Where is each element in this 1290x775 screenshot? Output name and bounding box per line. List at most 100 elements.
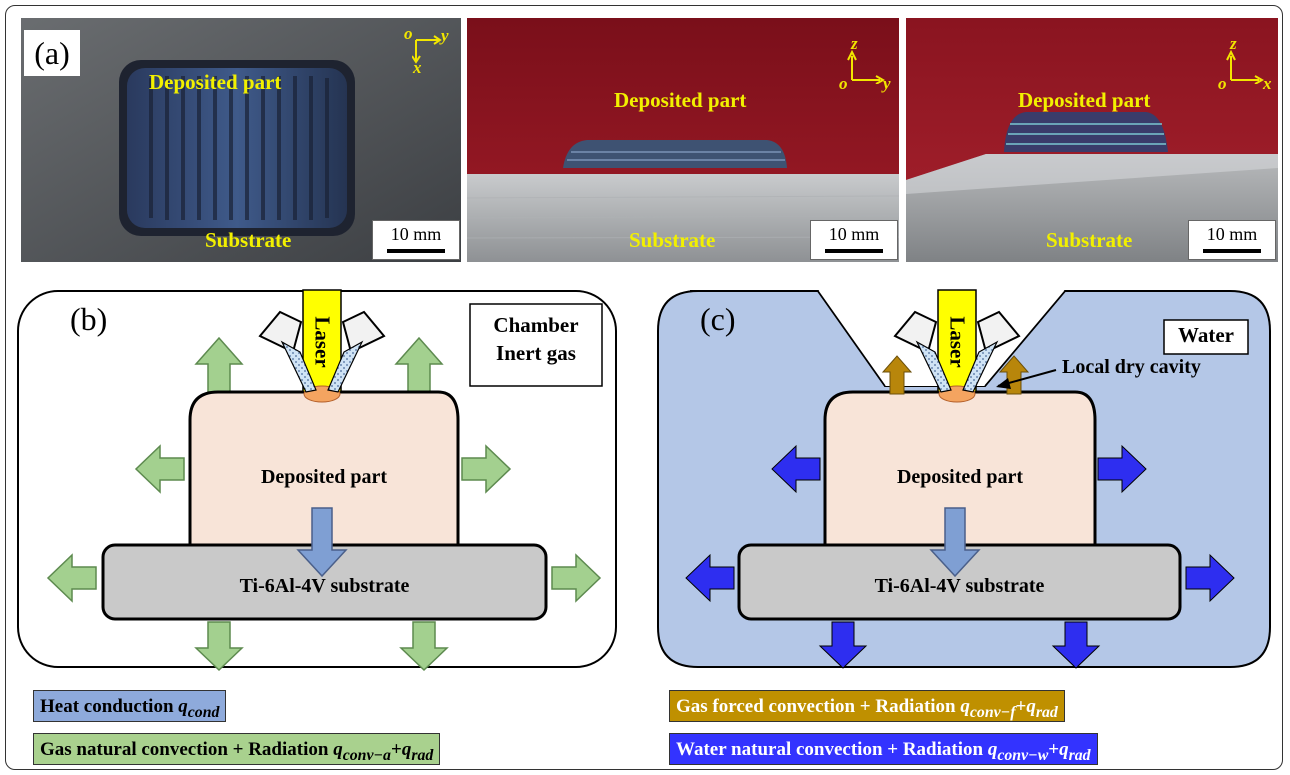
arrow-left-icon	[46, 553, 97, 603]
legend-symbol: q	[333, 739, 343, 760]
legend-symbol: q	[987, 739, 998, 760]
axis-origin: o	[404, 24, 413, 43]
photo1-deposited-label: Deposited part	[149, 70, 282, 94]
axis-origin: o	[1218, 74, 1227, 93]
legend-text: Gas forced convection + Radiation	[676, 696, 961, 717]
laser-text: Laser	[310, 316, 335, 368]
legend-gas-forced-convection: Gas forced convection + Radiation qconv−…	[669, 690, 1065, 722]
powder-nozzle-left	[258, 310, 317, 393]
axis-vertical-label: z	[1230, 34, 1237, 53]
photo2-substrate-label: Substrate	[629, 228, 716, 252]
photo-side-view	[906, 18, 1278, 262]
photo1-substrate-label: Substrate	[205, 228, 292, 252]
figure-frame	[5, 5, 1283, 770]
gas-convection-arrows	[46, 336, 602, 672]
cavity-pointer-arrow-icon	[996, 369, 1057, 389]
arrow-up-icon	[394, 336, 444, 393]
axis-arrows-icon	[412, 35, 442, 64]
arrow-down-icon	[194, 621, 244, 672]
legend-plus: +	[1048, 739, 1060, 760]
powder-nozzle-left	[893, 310, 952, 393]
axis-vertical-label: x	[413, 58, 422, 77]
legend-text: Water natural convection + Radiation	[676, 739, 988, 760]
legend-symbol: q	[178, 696, 188, 717]
panel-b	[17, 289, 617, 672]
environment-line-1: Chamber	[493, 313, 579, 337]
legend-heat-conduction: Heat conduction qcond	[33, 690, 227, 722]
panel-c-substrate-label: Ti-6Al-4V substrate	[874, 575, 1045, 597]
scale-bar-label: 10 mm	[828, 224, 880, 244]
photo2-scale-bar: 10 mm	[810, 220, 898, 260]
legend-water-natural-convection: Water natural convection + Radiation qco…	[669, 733, 1098, 765]
arrow-left-icon	[771, 444, 821, 494]
panel-b-substrate-label: Ti-6Al-4V substrate	[239, 575, 410, 597]
panel-c-label: (c)	[700, 301, 736, 337]
panel-b-environment-label: Chamber Inert gas	[470, 311, 602, 367]
arrow-left-icon	[134, 444, 185, 494]
arrow-right-icon	[1185, 553, 1235, 603]
legend-subscript: conv−a	[342, 746, 391, 764]
laser-text: Laser	[945, 316, 970, 368]
environment-line-2: Inert gas	[496, 341, 576, 365]
axis-vertical-label: z	[851, 34, 858, 53]
conduction-arrow-icon	[929, 507, 981, 578]
panel-c	[657, 289, 1271, 669]
legend-symbol: q	[960, 696, 970, 717]
axis-horizontal-label: x	[1263, 74, 1272, 93]
legend-subscript: cond	[187, 703, 220, 721]
photo3-substrate-label: Substrate	[1046, 228, 1133, 252]
axis-horizontal-label: y	[441, 26, 449, 45]
axis-arrows-icon	[1226, 50, 1265, 84]
arrow-down-icon	[1051, 621, 1101, 669]
scale-bar-label: 10 mm	[390, 224, 442, 244]
legend-subscript: conv−f	[969, 703, 1016, 721]
arrow-up-icon	[194, 336, 244, 393]
scale-bar-label: 10 mm	[1206, 224, 1258, 244]
arrow-right-icon	[551, 553, 602, 603]
deposited-part-shape	[823, 390, 1097, 550]
conduction-arrow-icon	[296, 507, 348, 578]
gas-forced-convection-arrows	[881, 355, 1030, 395]
legend-plus: +	[390, 739, 402, 760]
photo1-scale-bar: 10 mm	[372, 220, 460, 260]
panel-a-label: (a)	[24, 30, 80, 76]
panel-b-laser-label: Laser	[302, 296, 342, 388]
environment-box	[1163, 319, 1249, 355]
legend-subscript: rad	[1068, 746, 1091, 764]
water-convection-arrows	[685, 444, 1235, 669]
panel-c-cavity-label: Local dry cavity	[1062, 356, 1201, 378]
legend-plus: +	[1015, 696, 1027, 717]
panel-c-environment-label: Water	[1178, 323, 1234, 347]
legend-gas-natural-convection: Gas natural convection + Radiation qconv…	[33, 733, 441, 765]
legend-subscript: rad	[1035, 703, 1058, 721]
photo3-deposited-label: Deposited part	[1018, 88, 1151, 112]
legend-subscript: conv−w	[997, 746, 1049, 764]
environment-box	[469, 303, 603, 387]
arrow-left-icon	[685, 553, 735, 603]
axis-horizontal-label: y	[883, 74, 891, 93]
axis-origin: o	[839, 74, 848, 93]
arrow-up-icon	[881, 355, 913, 395]
legend-subscript: rad	[411, 746, 434, 764]
panel-b-label: (b)	[70, 301, 108, 337]
panel-b-deposited-label: Deposited part	[260, 466, 388, 488]
arrow-right-icon	[461, 444, 512, 494]
deposited-part-shape	[188, 390, 460, 550]
photo2-deposited-label: Deposited part	[614, 88, 747, 112]
powder-nozzle-right	[327, 310, 386, 393]
legend-symbol: q	[1026, 696, 1036, 717]
panel-c-deposited-label: Deposited part	[896, 466, 1024, 488]
panel-c-laser-label: Laser	[937, 296, 977, 388]
photo-side-view-image	[906, 18, 1278, 262]
legend-symbol: q	[1059, 739, 1069, 760]
legend-text: Gas natural convection + Radiation	[40, 739, 334, 760]
axis-arrows-icon	[847, 50, 886, 84]
legend-symbol: q	[401, 739, 412, 760]
powder-nozzle-right	[962, 310, 1021, 393]
arrow-right-icon	[1097, 444, 1147, 494]
photo3-scale-bar: 10 mm	[1188, 220, 1276, 260]
arrow-down-icon	[399, 621, 449, 672]
arrow-down-icon	[818, 621, 868, 669]
legend-text: Heat conduction	[40, 696, 179, 717]
